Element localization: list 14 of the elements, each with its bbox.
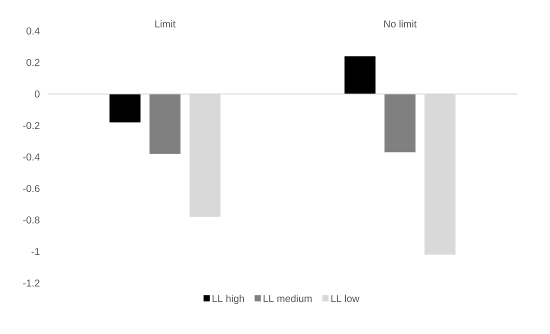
y-tick-label: 0 (34, 90, 40, 98)
y-tick-label: -0.2 (23, 122, 40, 130)
y-tick-label: -0.4 (23, 153, 40, 161)
legend-label: LL high (212, 294, 244, 304)
x-tick-label: Limit (155, 20, 176, 28)
y-tick-label: -0.6 (23, 184, 40, 192)
y-tick-label: 0.4 (26, 27, 40, 35)
legend-label: LL low (331, 294, 360, 302)
y-tick-label: -1 (32, 248, 40, 255)
y-tick-label: -1.2 (23, 280, 40, 286)
legend-label: LL medium (264, 294, 312, 302)
x-tick-label: No limit (384, 20, 417, 28)
y-tick-label: -0.8 (23, 216, 40, 224)
y-tick-label: 0.2 (26, 58, 40, 66)
